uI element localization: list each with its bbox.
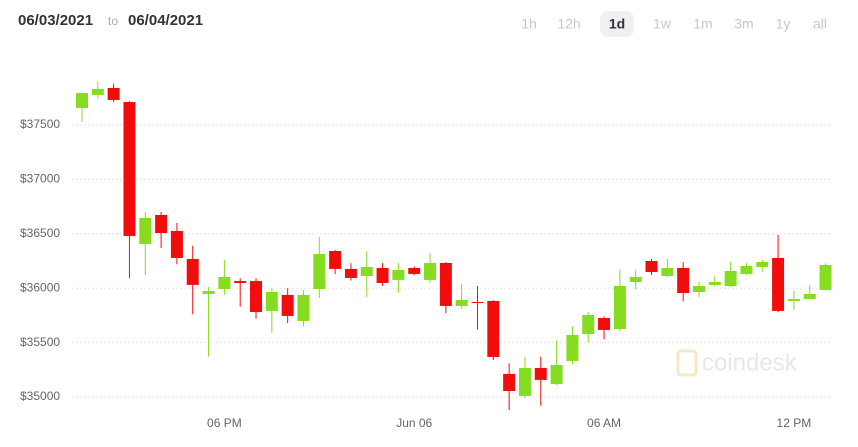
candle-body	[439, 262, 452, 306]
watermark-logo	[676, 349, 698, 377]
interval-button[interactable]: 1h	[521, 16, 537, 32]
candle-body	[123, 102, 136, 236]
candle-body	[186, 258, 199, 285]
interval-button[interactable]: 1d	[609, 16, 625, 32]
candle-body	[281, 294, 294, 316]
y-tick-label: $35500	[20, 335, 60, 349]
candle-body	[613, 286, 626, 329]
date-from: 06/03/2021	[18, 12, 93, 29]
candle-body	[819, 265, 832, 290]
candle-body	[692, 286, 705, 293]
candle-body	[408, 267, 421, 274]
candle-body	[344, 268, 357, 278]
candle-body	[329, 250, 342, 269]
candle-body	[518, 367, 531, 396]
button-bg[interactable]	[600, 11, 634, 37]
candle-body	[803, 293, 816, 299]
candle-body	[677, 267, 690, 293]
interval-button[interactable]: all	[813, 16, 827, 32]
interval-button[interactable]: 1y	[776, 16, 791, 32]
interval-button[interactable]: 1w	[653, 16, 672, 32]
candle-body	[661, 267, 674, 277]
date-sep: to	[108, 14, 118, 28]
x-tick-label: 06 PM	[207, 416, 242, 430]
candle-body	[772, 257, 785, 311]
y-tick-label: $37000	[20, 172, 60, 186]
candle-body	[503, 373, 516, 392]
candle-body	[724, 271, 737, 287]
interval-button[interactable]: 1m	[693, 16, 712, 32]
candle-body	[297, 294, 310, 321]
candle-body	[234, 281, 247, 283]
candle-body	[376, 267, 389, 283]
y-tick-label: $37500	[20, 117, 60, 131]
y-tick-label: $36500	[20, 226, 60, 240]
candle-body	[392, 270, 405, 280]
candle-body	[155, 214, 168, 234]
interval-buttons: 1h 12h 1d 1w 1m 3m 1y all	[521, 11, 827, 37]
candle-body	[455, 299, 468, 306]
candle-body	[360, 266, 373, 277]
y-tick-label: $35000	[20, 389, 60, 403]
candle-body	[424, 262, 437, 280]
candle-body	[250, 281, 263, 313]
candle-body	[740, 265, 753, 274]
candle-body	[582, 314, 595, 335]
candle-body	[202, 291, 215, 294]
candle-body	[170, 230, 183, 258]
date-to: 06/04/2021	[128, 12, 203, 29]
interval-button[interactable]: 3m	[734, 16, 753, 32]
candle-body	[534, 367, 547, 380]
candle-body	[566, 334, 579, 361]
watermark: coindesk	[676, 349, 798, 377]
watermark-text: coindesk	[702, 349, 798, 376]
x-tick-label: Jun 06	[396, 416, 432, 430]
candle-body	[471, 302, 484, 304]
candle-body	[76, 92, 88, 109]
candle-body	[91, 88, 104, 95]
candle-body	[787, 298, 800, 301]
candle-body	[313, 254, 326, 289]
x-tick-label: 12 PM	[777, 416, 812, 430]
candle-body	[265, 292, 278, 311]
candle-body	[629, 276, 642, 282]
candle-body	[107, 87, 120, 100]
candle-body	[708, 281, 721, 285]
candle-body	[218, 276, 231, 289]
y-tick-label: $36000	[20, 280, 60, 294]
x-tick-label: 06 AM	[587, 416, 621, 430]
candle-body	[487, 300, 500, 357]
candle-body	[756, 261, 769, 267]
interval-button[interactable]: 12h	[557, 16, 580, 32]
candle-body	[598, 318, 611, 330]
candle-body	[550, 365, 563, 384]
candle-body	[139, 218, 152, 245]
candle-body	[645, 260, 658, 272]
